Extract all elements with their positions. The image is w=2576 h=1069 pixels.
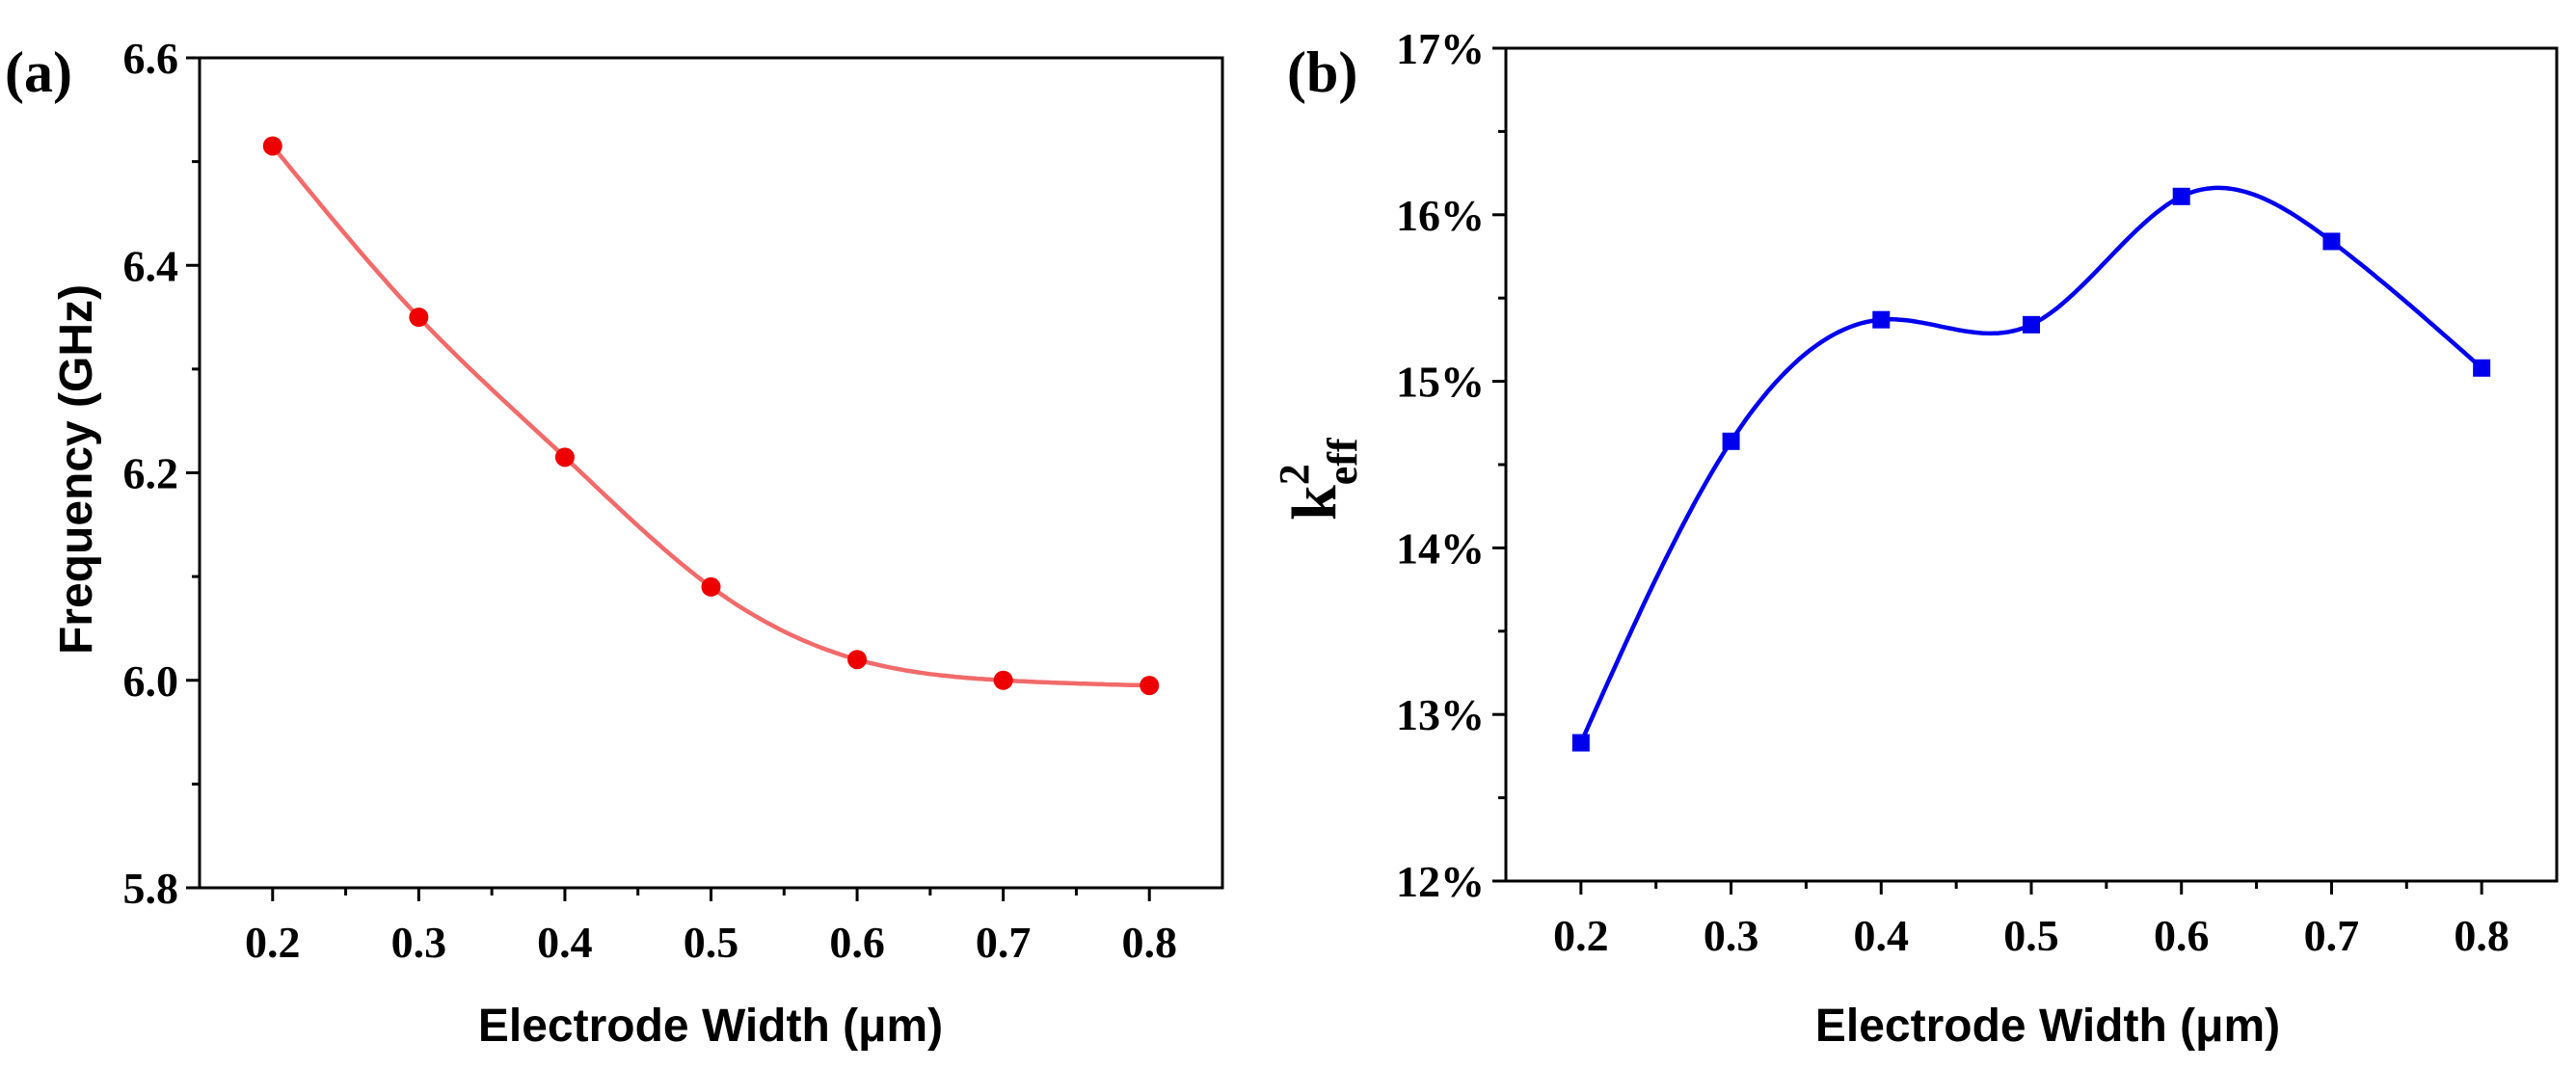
panel-b-x-axis-title: Electrode Width (μm) xyxy=(1815,1001,2280,1052)
panel-a-x-tick-label: 0.4 xyxy=(537,918,593,967)
panel-a-data-point xyxy=(1140,676,1160,696)
panel-a-frequency-chart: (a) 0.2 0.3 0.4 0.5 0.6 0.7 0.8 5.8 6.0 6.2 6.4 6.6… xyxy=(5,34,1224,1052)
panel-b-x-tick-label: 0.8 xyxy=(2454,911,2509,960)
panel-b-y-tick-label: 17% xyxy=(1396,24,1485,73)
panel-a-data-point xyxy=(701,576,721,597)
panel-b-y-tick-label: 13% xyxy=(1396,690,1485,739)
panel-b-y-tick-label: 12% xyxy=(1396,857,1485,906)
panel-a-y-tick-label: 5.8 xyxy=(123,864,179,913)
panel-b-x-tick-label: 0.7 xyxy=(2304,911,2360,960)
panel-b-label: (b) xyxy=(1287,40,1357,104)
panel-a-label: (a) xyxy=(5,40,72,104)
panel-a-data-point xyxy=(262,136,282,156)
panel-b-data-point xyxy=(2473,359,2491,377)
panel-b-data-point xyxy=(1571,734,1590,752)
panel-a-data-point xyxy=(847,650,868,670)
panel-a-x-tick-label: 0.3 xyxy=(391,918,447,967)
panel-b-ylabel-sup: 2 xyxy=(1271,464,1318,485)
panel-a-data-point xyxy=(409,307,429,328)
panel-b-x-tick-label: 0.5 xyxy=(2003,911,2059,960)
panel-b-y-tick-label: 15% xyxy=(1396,358,1485,407)
panel-b-y-tick-label: 16% xyxy=(1396,191,1485,240)
panel-a-series-line xyxy=(271,145,1150,688)
panel-a-x-axis-title: Electrode Width (μm) xyxy=(478,1001,943,1052)
panel-a-x-tick-label: 0.2 xyxy=(245,918,301,967)
panel-b-data-point xyxy=(1872,310,1891,329)
panel-b-x-tick-label: 0.2 xyxy=(1553,911,1609,960)
panel-b-data-point xyxy=(1722,432,1740,450)
panel-a-y-axis-title: Frequency (GHz) xyxy=(51,284,102,655)
panel-a-y-tick-label: 6.4 xyxy=(123,241,179,290)
panel-b-plot-frame xyxy=(1504,46,2559,883)
panel-b-x-tick-label: 0.3 xyxy=(1704,911,1759,960)
panel-a-x-tick-label: 0.5 xyxy=(684,918,739,967)
panel-a-data-point xyxy=(993,670,1013,690)
panel-b-x-tick-label: 0.6 xyxy=(2154,911,2210,960)
panel-b-data-point xyxy=(2172,187,2190,205)
panel-b-y-tick-label: 14% xyxy=(1396,523,1485,573)
panel-a-x-tick-label: 0.8 xyxy=(1121,918,1177,967)
panel-a-data-point xyxy=(554,447,575,468)
panel-b-x-tick-label: 0.4 xyxy=(1854,911,1910,960)
panel-b-series-line xyxy=(1578,185,2483,744)
panel-a-y-tick-label: 6.0 xyxy=(123,656,179,706)
panel-a-y-tick-label: 6.2 xyxy=(123,449,179,498)
panel-b-marks: 0.2 0.3 0.4 0.5 0.6 0.7 0.8 12% 13% 14% 15% 16% 17% xyxy=(1396,24,2559,960)
panel-b-data-point xyxy=(2023,315,2040,334)
panel-b-ylabel-sub: eff xyxy=(1319,437,1366,485)
panel-a-marks: 0.2 0.3 0.4 0.5 0.6 0.7 0.8 5.8 6.0 6.2 6.4 6.6 xyxy=(123,34,1224,967)
panel-a-plot-frame xyxy=(198,56,1224,890)
panel-b-coupling-chart: (b) 0.2 0.3 0.4 0.5 0.6 0.7 0.8 12% 13% 14% 15% 16%… xyxy=(1271,24,2559,1052)
panel-b-y-axis-title: k2eff xyxy=(1271,437,1366,521)
panel-a-x-tick-label: 0.6 xyxy=(829,918,885,967)
panel-a-y-tick-label: 6.6 xyxy=(123,34,179,83)
panel-b-data-point xyxy=(2322,232,2341,251)
panel-b-ylabel-base: k xyxy=(1279,485,1350,521)
panel-a-x-tick-label: 0.7 xyxy=(976,918,1032,967)
